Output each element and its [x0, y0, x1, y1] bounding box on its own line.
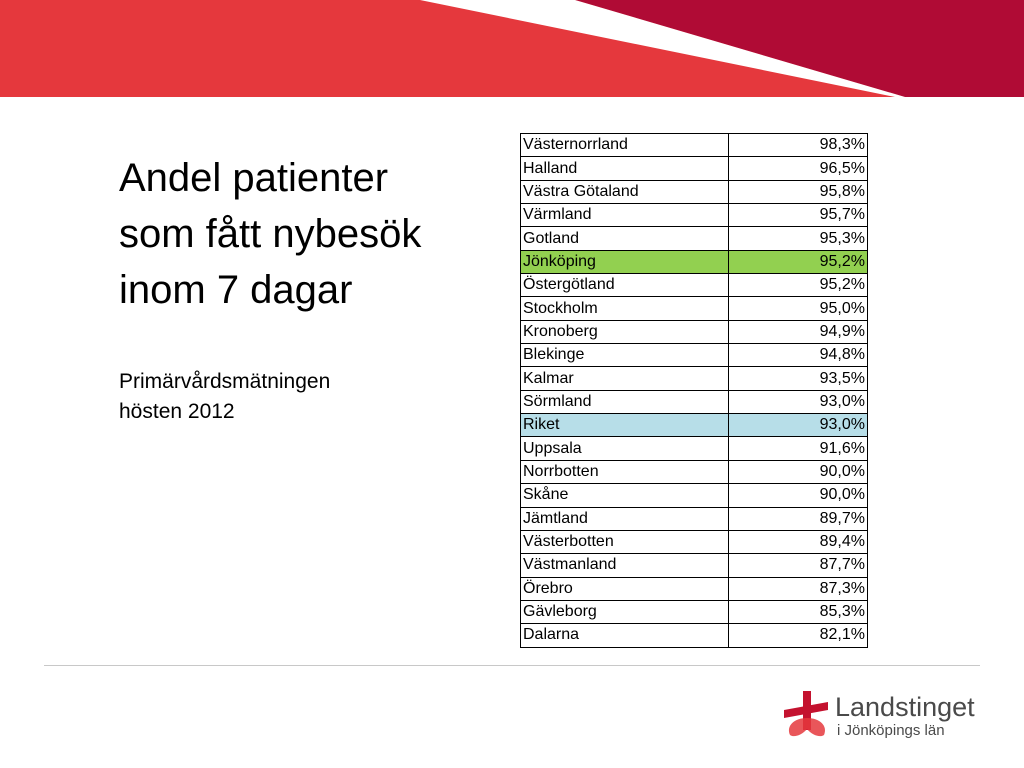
region-value-cell: 87,3% — [728, 576, 868, 601]
region-value-cell: 91,6% — [728, 436, 868, 461]
subtitle-line: hösten 2012 — [119, 400, 235, 423]
title-line: Andel patienter — [119, 156, 389, 200]
table-row: Örebro 87,3% — [520, 576, 868, 601]
region-name-cell: Västernorrland — [520, 132, 729, 158]
table-row: Västerbotten 89,4% — [520, 529, 868, 555]
slide-subtitle: Primärvårdsmätningen hösten 2012 — [119, 367, 419, 427]
region-name-cell: Stockholm — [520, 296, 729, 321]
region-name-cell: Uppsala — [520, 436, 729, 461]
region-value-cell: 94,8% — [728, 343, 868, 368]
table-row: Jämtland 89,7% — [520, 506, 868, 531]
table-row: Riket 93,0% — [520, 413, 868, 438]
region-name-cell: Gotland — [520, 226, 729, 251]
region-name-cell: Västerbotten — [520, 529, 729, 555]
region-name-cell: Blekinge — [520, 343, 729, 368]
region-value-cell: 95,8% — [728, 179, 868, 205]
region-name-cell: Östergötland — [520, 273, 729, 298]
region-table: Västernorrland 98,3% Halland 96,5% Västra Gö… — [520, 132, 868, 648]
table-row: Kalmar 93,5% — [520, 366, 868, 391]
header-banner — [0, 0, 1024, 97]
region-name-cell: Riket — [520, 413, 729, 438]
subtitle-line: Primärvårdsmätningen — [119, 370, 331, 393]
table-row: Gotland 95,3% — [520, 226, 868, 251]
table-row: Blekinge 94,8% — [520, 343, 868, 368]
region-value-cell: 95,3% — [728, 226, 868, 251]
region-name-cell: Kalmar — [520, 366, 729, 391]
region-value-cell: 89,7% — [728, 506, 868, 531]
logo-subtitle: i Jönköpings län — [837, 722, 945, 739]
region-value-cell: 95,0% — [728, 296, 868, 321]
region-name-cell: Kronoberg — [520, 319, 729, 345]
region-name-cell: Jämtland — [520, 506, 729, 531]
slide-title: Andel patienter som fått nybesök inom 7 … — [119, 150, 499, 318]
region-value-cell: 87,7% — [728, 553, 868, 578]
table-row: Sörmland 93,0% — [520, 389, 868, 415]
region-name-cell: Dalarna — [520, 623, 729, 648]
region-table-body: Västernorrland 98,3% Halland 96,5% Västra Gö… — [520, 132, 868, 648]
table-row: Norrbotten 90,0% — [520, 459, 868, 485]
region-name-cell: Värmland — [520, 203, 729, 228]
table-row: Värmland 95,7% — [520, 203, 868, 228]
region-value-cell: 93,5% — [728, 366, 868, 391]
table-row: Dalarna 82,1% — [520, 623, 868, 648]
region-name-cell: Skåne — [520, 483, 729, 508]
region-value-cell: 90,0% — [728, 483, 868, 508]
region-value-cell: 95,7% — [728, 203, 868, 228]
region-name-cell: Jönköping — [520, 249, 729, 275]
table-row: Östergötland 95,2% — [520, 273, 868, 298]
footer-divider — [44, 665, 980, 666]
table-row: Västmanland 87,7% — [520, 553, 868, 578]
table-row: Kronoberg 94,9% — [520, 319, 868, 345]
table-row: Uppsala 91,6% — [520, 436, 868, 461]
heart-cross-logo-icon — [784, 691, 828, 737]
region-name-cell: Västmanland — [520, 553, 729, 578]
table-row: Jönköping 95,2% — [520, 249, 868, 275]
region-value-cell: 98,3% — [728, 132, 868, 158]
region-value-cell: 94,9% — [728, 319, 868, 345]
table-row: Gävleborg 85,3% — [520, 599, 868, 625]
region-value-cell: 93,0% — [728, 413, 868, 438]
table-row: Stockholm 95,0% — [520, 296, 868, 321]
title-line: som fått nybesök — [119, 212, 422, 256]
logo-name: Landstinget — [835, 692, 975, 722]
banner-dark-wedge — [575, 0, 1024, 97]
region-name-cell: Örebro — [520, 576, 729, 601]
region-name-cell: Gävleborg — [520, 599, 729, 625]
region-value-cell: 95,2% — [728, 249, 868, 275]
region-value-cell: 89,4% — [728, 529, 868, 555]
table-row: Västernorrland 98,3% — [520, 132, 868, 158]
region-name-cell: Halland — [520, 156, 729, 181]
region-value-cell: 90,0% — [728, 459, 868, 485]
region-name-cell: Västra Götaland — [520, 179, 729, 205]
table-row: Västra Götaland 95,8% — [520, 179, 868, 205]
region-name-cell: Sörmland — [520, 389, 729, 415]
region-value-cell: 93,0% — [728, 389, 868, 415]
region-name-cell: Norrbotten — [520, 459, 729, 485]
region-value-cell: 82,1% — [728, 623, 868, 648]
title-line: inom 7 dagar — [119, 268, 353, 312]
table-row: Skåne 90,0% — [520, 483, 868, 508]
region-value-cell: 95,2% — [728, 273, 868, 298]
landstinget-logo: Landstinget i Jönköpings län — [780, 688, 990, 743]
region-value-cell: 85,3% — [728, 599, 868, 625]
banner-white-stripe — [420, 0, 905, 97]
region-value-cell: 96,5% — [728, 156, 868, 181]
table-row: Halland 96,5% — [520, 156, 868, 181]
